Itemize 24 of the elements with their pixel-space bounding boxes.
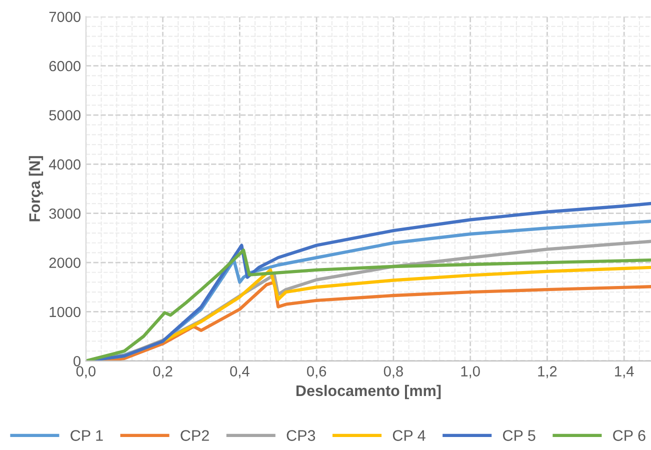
- y-tick-label: 3000: [49, 208, 81, 219]
- y-axis-title: Força [N]: [28, 156, 44, 222]
- legend-label: CP 1: [70, 430, 103, 441]
- y-tick-label: 7000: [49, 12, 81, 22]
- y-tick-label: 2000: [49, 258, 81, 268]
- legend-label: CP 4: [392, 430, 426, 441]
- legend-label: CP3: [286, 430, 316, 441]
- x-tick-label: 0,2: [153, 366, 172, 378]
- legend-label: CP2: [180, 430, 209, 441]
- y-tick-label: 5000: [49, 110, 81, 120]
- y-tick-label: 6000: [49, 60, 81, 72]
- y-tick-label: 0: [74, 356, 80, 366]
- x-tick-label: 1,2: [538, 366, 557, 378]
- x-tick-label: 0,0: [76, 366, 96, 378]
- x-axis-title: Deslocamento [mm]: [296, 384, 441, 400]
- y-tick-label: 1000: [50, 306, 81, 318]
- y-tick-label: 4000: [48, 159, 81, 170]
- x-tick-label: 0,6: [307, 366, 326, 378]
- x-tick-label: 0,8: [384, 366, 403, 378]
- legend-label: CP 5: [503, 430, 536, 441]
- x-tick-label: 1,0: [461, 366, 480, 378]
- legend-label: CP 6: [613, 430, 646, 441]
- x-tick-label: 0,4: [230, 366, 250, 378]
- x-tick-label: 1,4: [615, 366, 634, 378]
